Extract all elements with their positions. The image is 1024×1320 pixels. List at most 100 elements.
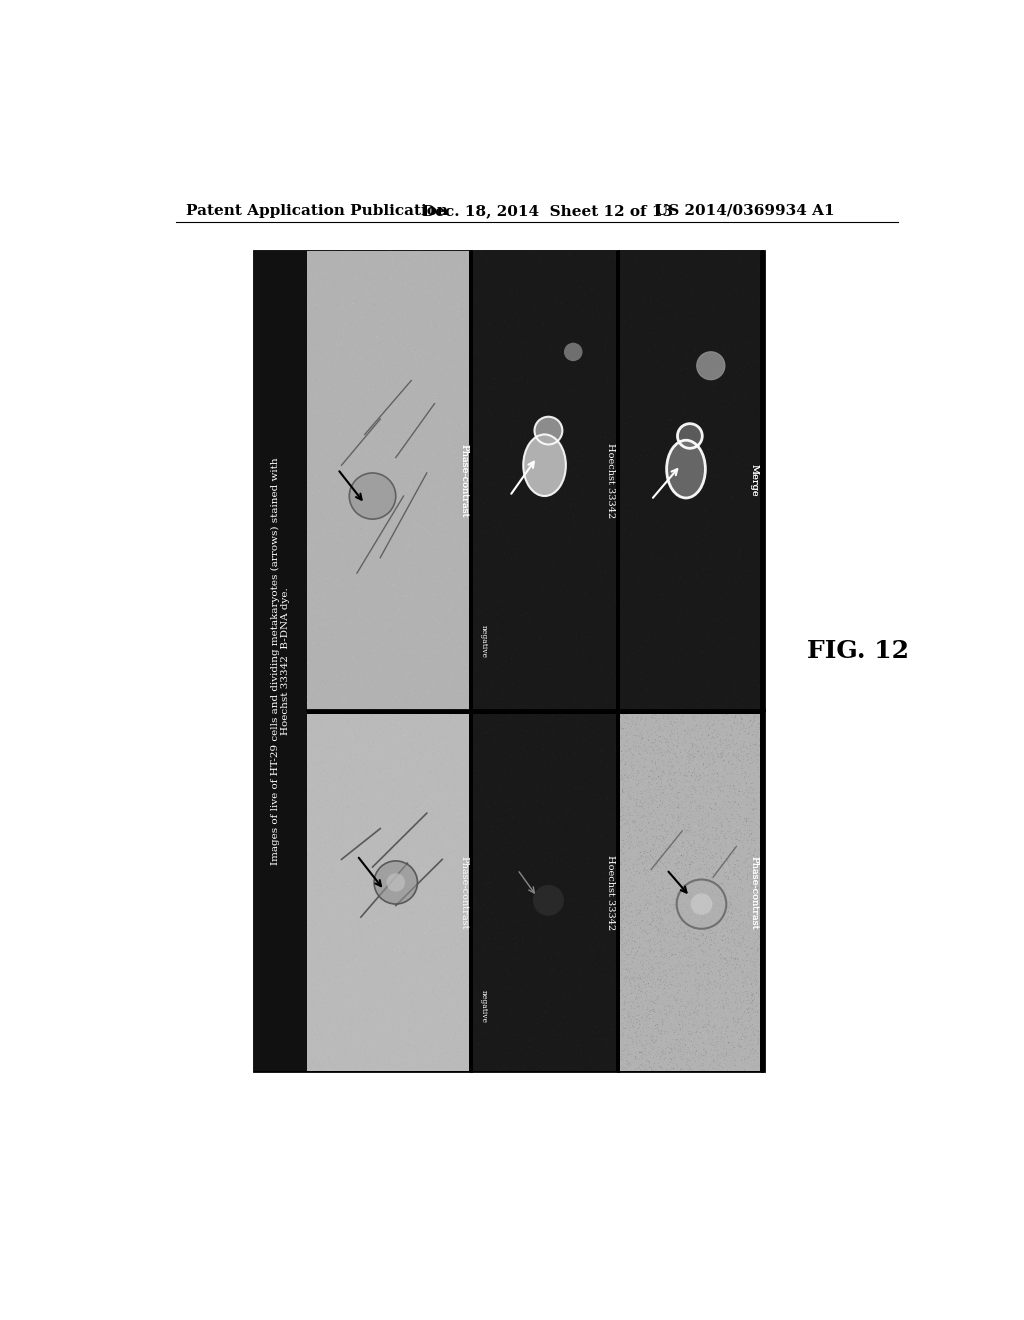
Point: [705, 742, 721, 763]
Point: [569, 330, 586, 351]
Point: [601, 986, 617, 1007]
Point: [742, 991, 759, 1012]
Point: [616, 986, 633, 1007]
Point: [729, 294, 745, 315]
Point: [469, 378, 485, 399]
Point: [607, 576, 624, 597]
Point: [715, 882, 731, 903]
Point: [505, 322, 521, 343]
Point: [607, 279, 624, 300]
Point: [588, 426, 604, 447]
Point: [415, 829, 431, 850]
Point: [628, 421, 644, 442]
Point: [369, 688, 385, 709]
Point: [654, 750, 671, 771]
Point: [706, 399, 722, 420]
Point: [607, 343, 624, 364]
Point: [401, 1030, 418, 1051]
Point: [444, 997, 461, 1018]
Point: [649, 841, 666, 862]
Point: [356, 774, 373, 795]
Point: [372, 973, 388, 994]
Point: [328, 829, 344, 850]
Point: [613, 820, 630, 841]
Point: [529, 997, 546, 1018]
Point: [560, 428, 577, 449]
Point: [733, 903, 750, 924]
Point: [325, 912, 341, 933]
Point: [670, 973, 686, 994]
Point: [408, 1001, 424, 1022]
Point: [586, 1060, 602, 1081]
Point: [375, 449, 391, 470]
Point: [514, 853, 530, 874]
Point: [666, 1028, 682, 1049]
Point: [614, 936, 631, 957]
Point: [654, 1010, 671, 1031]
Point: [348, 925, 365, 946]
Point: [630, 993, 646, 1014]
Point: [300, 455, 316, 477]
Point: [658, 810, 675, 832]
Point: [543, 781, 559, 803]
Point: [647, 985, 664, 1006]
Point: [586, 698, 602, 719]
Point: [538, 974, 554, 995]
Point: [458, 828, 474, 849]
Point: [571, 750, 588, 771]
Point: [605, 999, 622, 1020]
Point: [677, 1019, 693, 1040]
Point: [645, 791, 662, 812]
Point: [632, 977, 648, 998]
Point: [743, 824, 760, 845]
Point: [416, 252, 432, 273]
Point: [623, 763, 639, 784]
Point: [722, 805, 738, 826]
Point: [478, 986, 495, 1007]
Point: [640, 395, 656, 416]
Point: [326, 533, 342, 554]
Point: [627, 1045, 643, 1067]
Point: [631, 727, 647, 748]
Point: [732, 861, 749, 882]
Point: [465, 387, 481, 408]
Point: [521, 752, 538, 774]
Point: [643, 994, 659, 1015]
Point: [404, 993, 421, 1014]
Point: [401, 920, 418, 941]
Point: [602, 249, 618, 271]
Point: [595, 1036, 611, 1057]
Point: [326, 391, 342, 412]
Point: [752, 378, 768, 399]
Point: [546, 818, 562, 840]
Point: [670, 767, 686, 788]
Point: [564, 304, 581, 325]
Point: [496, 429, 512, 450]
Point: [665, 825, 681, 846]
Point: [698, 777, 715, 799]
Point: [402, 803, 419, 824]
Point: [680, 626, 696, 647]
Point: [696, 585, 713, 606]
Point: [715, 1043, 731, 1064]
Point: [445, 929, 462, 950]
Point: [369, 721, 385, 742]
Point: [410, 999, 426, 1020]
Point: [369, 676, 385, 697]
Point: [653, 940, 670, 961]
Point: [744, 989, 761, 1010]
Point: [623, 450, 639, 471]
Point: [482, 987, 499, 1008]
Point: [451, 948, 467, 969]
Point: [563, 341, 580, 362]
Point: [625, 755, 641, 776]
Point: [577, 752, 593, 774]
Point: [447, 264, 464, 285]
Point: [388, 594, 404, 615]
Point: [375, 370, 391, 391]
Point: [647, 755, 664, 776]
Point: [692, 879, 709, 900]
Point: [641, 771, 657, 792]
Point: [720, 801, 736, 822]
Point: [678, 721, 694, 742]
